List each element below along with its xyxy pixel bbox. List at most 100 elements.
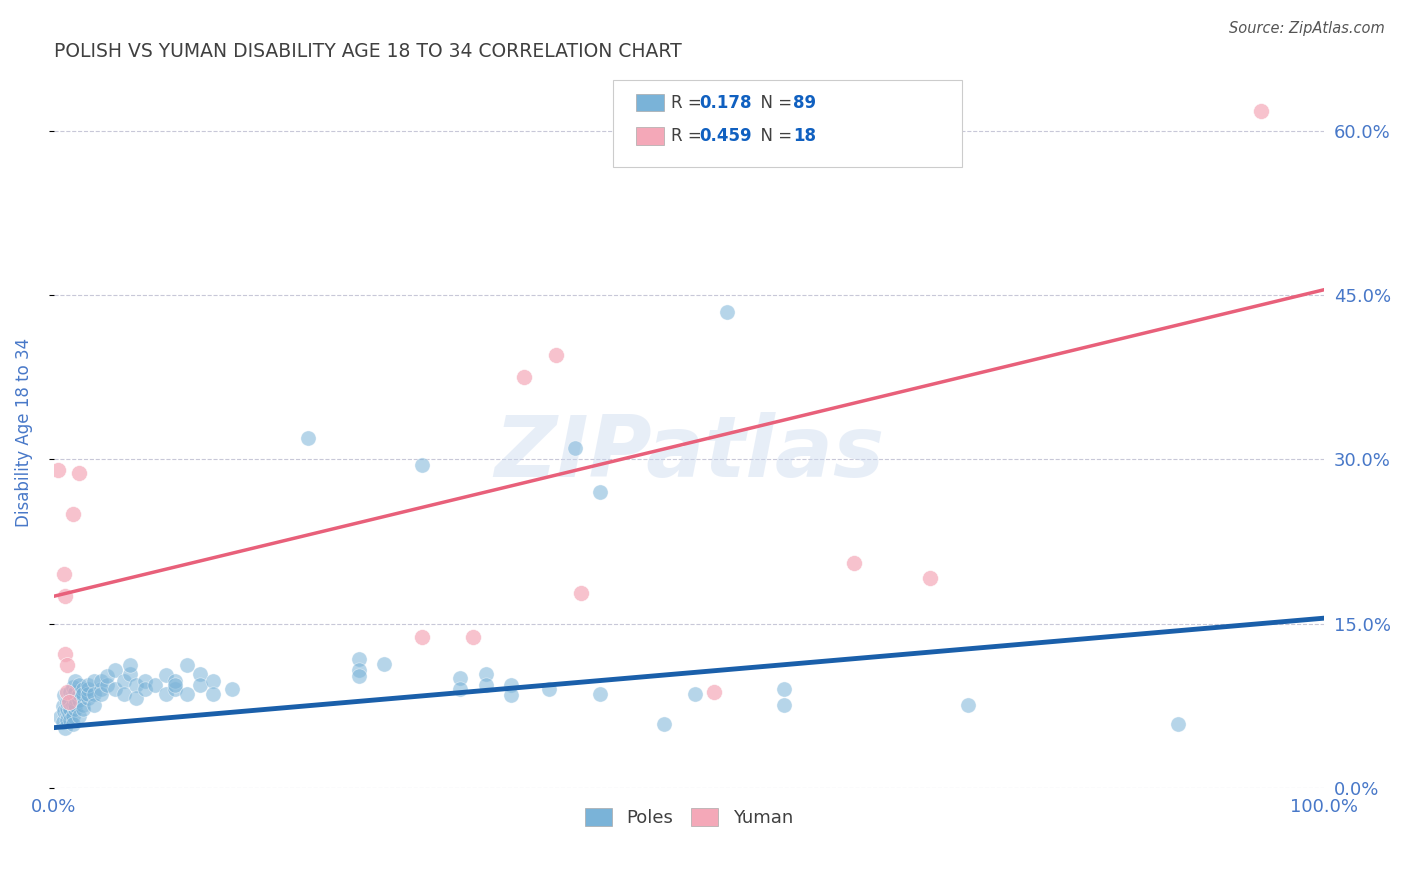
Y-axis label: Disability Age 18 to 34: Disability Age 18 to 34 [15, 337, 32, 526]
Point [474, 678, 496, 692]
Text: 89: 89 [793, 94, 817, 112]
Point [83, 687, 105, 701]
Point [90, 673, 112, 688]
Point [53, 648, 76, 662]
Point [155, 668, 177, 682]
Point [65, 702, 87, 716]
Point [62, 687, 84, 701]
Point [201, 687, 224, 701]
Point [104, 682, 127, 697]
Bar [636, 128, 664, 145]
Point [96, 678, 118, 692]
Point [62, 680, 84, 694]
Text: N =: N = [749, 94, 797, 112]
Point [53, 704, 76, 718]
Point [67, 708, 90, 723]
Point [221, 682, 243, 697]
Point [55, 702, 77, 716]
Point [53, 589, 76, 603]
Point [842, 557, 865, 571]
Point [134, 682, 156, 697]
Text: POLISH VS YUMAN DISABILITY AGE 18 TO 34 CORRELATION CHART: POLISH VS YUMAN DISABILITY AGE 18 TO 34 … [53, 42, 682, 61]
Point [72, 698, 94, 712]
Point [501, 688, 523, 702]
Point [52, 715, 75, 730]
Point [77, 691, 100, 706]
Point [1250, 104, 1272, 119]
Point [58, 693, 80, 707]
Legend: Poles, Yuman: Poles, Yuman [578, 800, 800, 834]
Point [90, 682, 112, 697]
Text: 0.459: 0.459 [699, 127, 752, 145]
Point [65, 673, 87, 688]
Point [176, 658, 198, 673]
Point [188, 678, 211, 692]
Point [501, 678, 523, 692]
Point [589, 687, 612, 701]
Point [67, 466, 90, 480]
Point [62, 507, 84, 521]
Point [59, 713, 82, 727]
Point [65, 691, 87, 706]
Point [77, 682, 100, 697]
Point [134, 673, 156, 688]
Point [957, 698, 980, 712]
Point [569, 586, 592, 600]
Point [1167, 717, 1189, 731]
Point [65, 698, 87, 712]
Text: R =: R = [671, 94, 707, 112]
Point [716, 304, 738, 318]
Point [65, 684, 87, 698]
Text: Source: ZipAtlas.com: Source: ZipAtlas.com [1229, 21, 1385, 36]
Text: R =: R = [671, 127, 707, 145]
Point [96, 669, 118, 683]
Point [538, 682, 561, 697]
Point [72, 687, 94, 701]
Point [112, 687, 135, 701]
Point [55, 696, 77, 710]
Point [589, 485, 612, 500]
Point [188, 667, 211, 681]
Point [163, 682, 186, 697]
Point [125, 678, 148, 692]
FancyBboxPatch shape [613, 79, 962, 167]
Point [163, 678, 186, 692]
Point [83, 698, 105, 712]
Point [77, 678, 100, 692]
Point [52, 698, 75, 713]
Point [46, 463, 69, 477]
Point [83, 673, 105, 688]
Point [49, 709, 72, 723]
Point [449, 672, 471, 686]
Point [297, 430, 319, 444]
Point [461, 630, 484, 644]
Point [72, 702, 94, 716]
Text: N =: N = [749, 127, 797, 145]
Point [201, 673, 224, 688]
Point [53, 688, 76, 702]
Point [347, 663, 370, 677]
Point [544, 348, 567, 362]
Point [67, 678, 90, 692]
Point [920, 571, 942, 585]
Point [112, 673, 135, 688]
Point [90, 687, 112, 701]
Text: 0.178: 0.178 [699, 94, 752, 112]
Point [53, 567, 76, 582]
Point [513, 370, 536, 384]
Point [67, 693, 90, 707]
Point [72, 682, 94, 697]
Point [118, 667, 141, 681]
Point [145, 678, 167, 692]
Point [59, 702, 82, 716]
Text: 18: 18 [793, 127, 815, 145]
Point [104, 663, 127, 677]
Point [62, 708, 84, 723]
Point [155, 687, 177, 701]
Point [55, 658, 77, 673]
Point [773, 682, 796, 697]
Point [176, 687, 198, 701]
Point [62, 717, 84, 731]
Point [411, 458, 433, 472]
Bar [636, 94, 664, 112]
